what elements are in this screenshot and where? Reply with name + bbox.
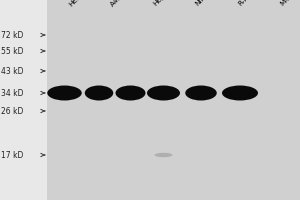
Text: 26 kD: 26 kD xyxy=(1,107,23,116)
Ellipse shape xyxy=(185,86,217,101)
Bar xyxy=(46,0,300,200)
Text: A431: A431 xyxy=(110,0,128,7)
Text: 43 kD: 43 kD xyxy=(1,66,23,75)
Text: M-lung: M-lung xyxy=(279,0,300,7)
Ellipse shape xyxy=(147,86,180,101)
Text: 55 kD: 55 kD xyxy=(1,46,23,55)
Text: 17 kD: 17 kD xyxy=(1,151,23,160)
Text: HeLa: HeLa xyxy=(68,0,85,7)
Ellipse shape xyxy=(154,153,172,157)
Ellipse shape xyxy=(222,86,258,101)
Text: R-lung: R-lung xyxy=(237,0,257,7)
Text: HepG2: HepG2 xyxy=(152,0,174,7)
Bar xyxy=(0,0,46,200)
Text: NIH/3T3: NIH/3T3 xyxy=(194,0,219,7)
Text: 72 kD: 72 kD xyxy=(1,30,23,40)
Text: 34 kD: 34 kD xyxy=(1,88,23,98)
Ellipse shape xyxy=(116,86,146,101)
Ellipse shape xyxy=(85,86,113,101)
Ellipse shape xyxy=(47,86,82,101)
